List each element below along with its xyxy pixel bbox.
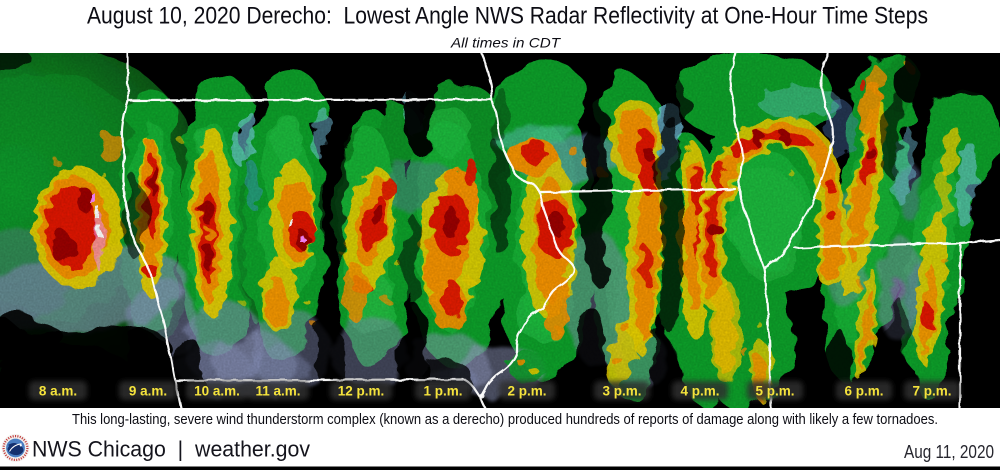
svg-text:5 p.m.: 5 p.m.	[755, 384, 794, 399]
svg-text:All times in CDT: All times in CDT	[450, 35, 562, 51]
svg-text:2 p.m.: 2 p.m.	[507, 384, 546, 399]
svg-text:Aug 11, 2020: Aug 11, 2020	[904, 441, 994, 462]
svg-text:3 p.m.: 3 p.m.	[602, 384, 641, 399]
svg-text:4 p.m.: 4 p.m.	[680, 384, 719, 399]
svg-text:10 a.m.: 10 a.m.	[194, 384, 240, 399]
svg-text:This long-lasting, severe wind: This long-lasting, severe wind thunderst…	[72, 412, 938, 428]
svg-text:9 a.m.: 9 a.m.	[129, 384, 167, 399]
svg-text:8 a.m.: 8 a.m.	[39, 384, 77, 399]
svg-text:6 p.m.: 6 p.m.	[844, 384, 883, 399]
svg-text:NWS Chicago | weather.gov: NWS Chicago | weather.gov	[32, 437, 311, 462]
svg-text:7 p.m.: 7 p.m.	[912, 384, 951, 399]
svg-text:12 p.m.: 12 p.m.	[338, 384, 385, 399]
svg-text:11 a.m.: 11 a.m.	[255, 384, 300, 399]
svg-text:August 10, 2020 Derecho: Lowe: August 10, 2020 Derecho: Lowest Angle NW…	[87, 4, 928, 30]
svg-text:1 p.m.: 1 p.m.	[423, 384, 462, 399]
